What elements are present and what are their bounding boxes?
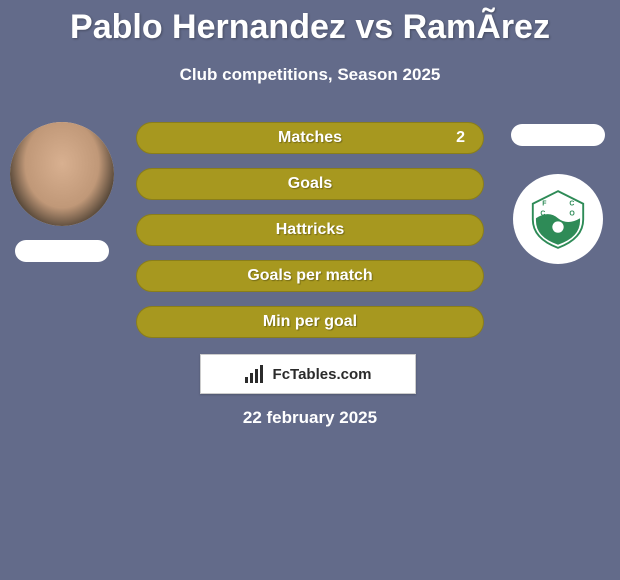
- footer-brand-text: FcTables.com: [273, 366, 372, 383]
- player-right-club-badge: F C C O: [513, 174, 603, 264]
- stat-label: Goals: [288, 175, 332, 193]
- stats-container: Matches 2 Goals Hattricks Goals per matc…: [136, 122, 484, 352]
- stat-bar-hattricks: Hattricks: [136, 214, 484, 246]
- stat-label: Hattricks: [276, 221, 344, 239]
- player-left-team-pill: [15, 240, 109, 262]
- player-right-team-pill: [511, 124, 605, 146]
- club-badge-icon: F C C O: [522, 188, 594, 251]
- stat-label: Goals per match: [247, 267, 372, 285]
- stat-bar-goals-per-match: Goals per match: [136, 260, 484, 292]
- stat-value-right: 2: [456, 129, 465, 147]
- page-title: Pablo Hernandez vs RamÃ­rez: [0, 0, 620, 47]
- stat-label: Min per goal: [263, 313, 357, 331]
- svg-text:C: C: [569, 200, 574, 207]
- svg-text:C: C: [540, 210, 545, 217]
- player-left-panel: [8, 122, 116, 262]
- chart-icon: [245, 365, 267, 383]
- stat-bar-matches: Matches 2: [136, 122, 484, 154]
- stat-bar-goals: Goals: [136, 168, 484, 200]
- stat-label: Matches: [278, 129, 342, 147]
- date-text: 22 february 2025: [0, 408, 620, 428]
- player-right-panel: F C C O: [504, 122, 612, 264]
- svg-text:F: F: [542, 200, 546, 207]
- stat-bar-min-per-goal: Min per goal: [136, 306, 484, 338]
- player-left-avatar: [10, 122, 114, 226]
- svg-text:O: O: [569, 210, 575, 217]
- footer-brand-box[interactable]: FcTables.com: [200, 354, 416, 394]
- subtitle: Club competitions, Season 2025: [0, 65, 620, 85]
